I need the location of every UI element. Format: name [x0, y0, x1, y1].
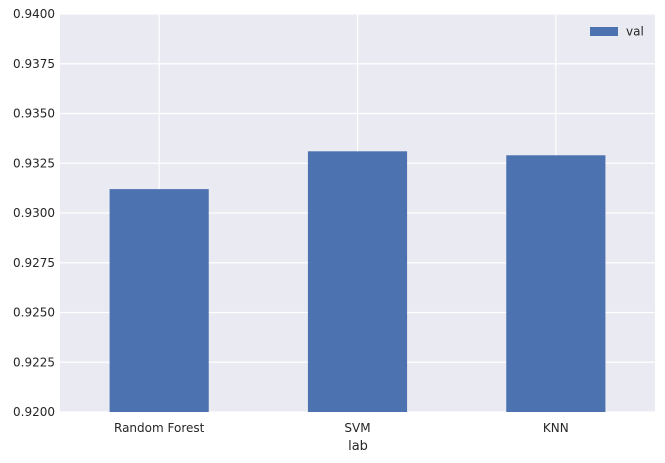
bars: [109, 151, 606, 413]
y-tick-label: 0.9400: [13, 7, 55, 21]
y-tick-label: 0.9275: [13, 256, 55, 270]
bar-random-forest: [109, 189, 209, 412]
x-tick-label: Random Forest: [114, 421, 205, 435]
y-tick-label: 0.9300: [13, 206, 55, 220]
y-tick-label: 0.9200: [13, 405, 55, 419]
y-tick-label: 0.9325: [13, 156, 55, 170]
y-tick-labels: 0.9200 0.9225 0.9250 0.9275 0.9300 0.9325 0.93…: [13, 7, 55, 419]
x-tick-label: KNN: [543, 421, 569, 435]
legend-label: val: [626, 25, 644, 39]
y-tick-label: 0.9350: [13, 107, 55, 121]
y-tick-label: 0.9225: [13, 355, 55, 369]
y-tick-label: 0.9375: [13, 57, 55, 71]
x-tick-labels: Random Forest SVM KNN: [114, 421, 569, 435]
legend-swatch: [590, 27, 618, 36]
bar-knn: [506, 155, 606, 413]
x-tick-label: SVM: [344, 421, 370, 435]
y-tick-label: 0.9250: [13, 306, 55, 320]
legend: val: [590, 25, 644, 39]
bar-svm: [307, 151, 408, 412]
x-axis-label: lab: [348, 439, 368, 454]
